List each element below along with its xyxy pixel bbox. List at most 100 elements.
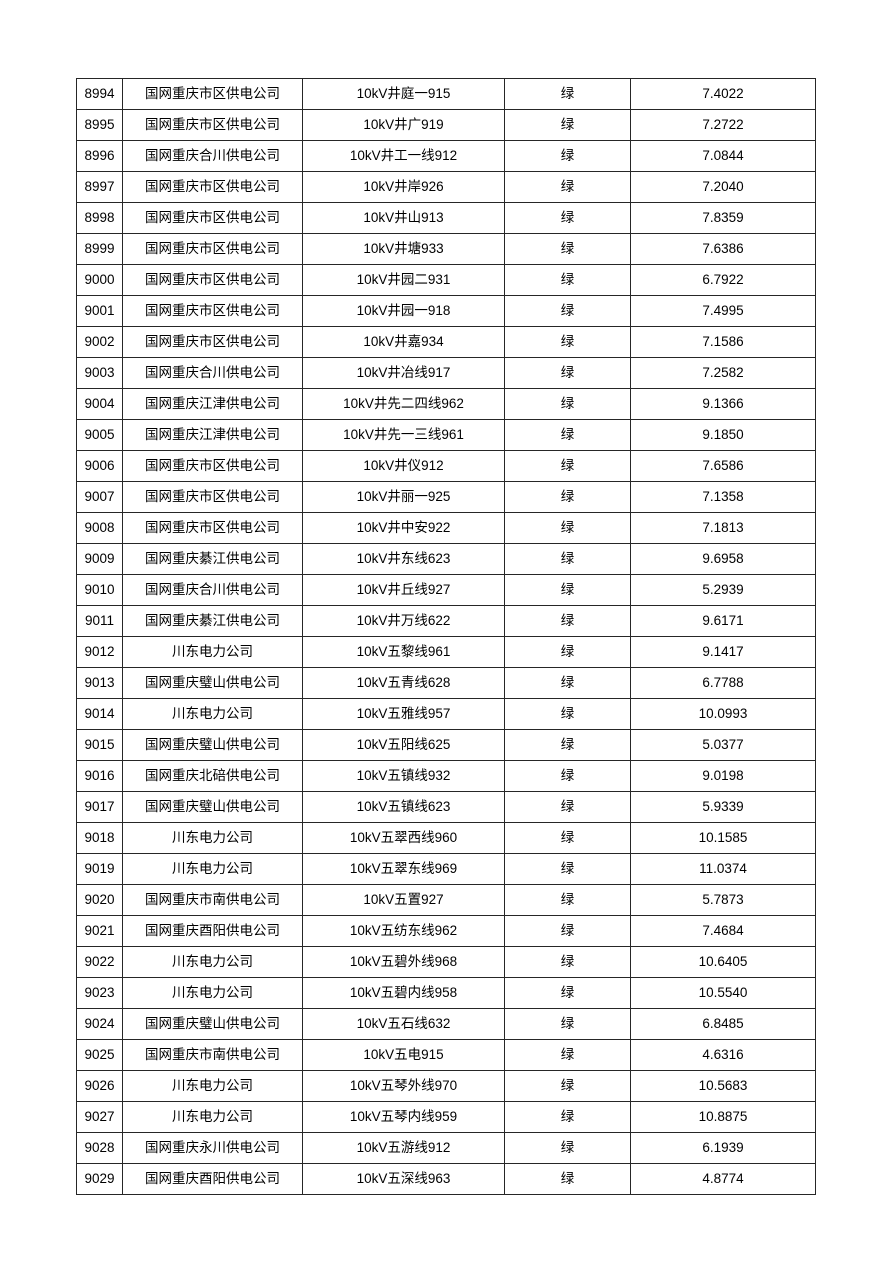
cell-line: 10kV井丘线927: [302, 574, 505, 606]
cell-line: 10kV井岸926: [302, 171, 505, 203]
cell-org: 川东电力公司: [122, 946, 303, 978]
cell-status: 绿: [504, 1163, 631, 1195]
cell-line: 10kV五琴内线959: [302, 1101, 505, 1133]
cell-org: 国网重庆市区供电公司: [122, 512, 303, 544]
cell-value: 7.6586: [630, 450, 816, 482]
cell-status: 绿: [504, 636, 631, 668]
cell-index: 9019: [76, 853, 123, 885]
cell-org: 川东电力公司: [122, 1070, 303, 1102]
cell-line: 10kV井工一线912: [302, 140, 505, 172]
table-row: 9027 川东电力公司 10kV五琴内线959 绿 10.8875: [76, 1101, 816, 1133]
cell-value: 11.0374: [630, 853, 816, 885]
cell-line: 10kV五电915: [302, 1039, 505, 1071]
cell-index: 9006: [76, 450, 123, 482]
cell-status: 绿: [504, 326, 631, 358]
cell-status: 绿: [504, 915, 631, 947]
cell-value: 5.7873: [630, 884, 816, 916]
table-row: 9015 国网重庆璧山供电公司 10kV五阳线625 绿 5.0377: [76, 729, 816, 761]
table-row: 9023 川东电力公司 10kV五碧内线958 绿 10.5540: [76, 977, 816, 1009]
cell-index: 9014: [76, 698, 123, 730]
cell-status: 绿: [504, 667, 631, 699]
cell-index: 9016: [76, 760, 123, 792]
cell-value: 5.2939: [630, 574, 816, 606]
cell-value: 9.1366: [630, 388, 816, 420]
cell-org: 国网重庆市区供电公司: [122, 233, 303, 265]
table-row: 9017 国网重庆璧山供电公司 10kV五镇线623 绿 5.9339: [76, 791, 816, 823]
table-row: 9012 川东电力公司 10kV五黎线961 绿 9.1417: [76, 636, 816, 668]
cell-index: 9021: [76, 915, 123, 947]
cell-status: 绿: [504, 698, 631, 730]
cell-index: 8995: [76, 109, 123, 141]
cell-line: 10kV井丽一925: [302, 481, 505, 513]
cell-index: 8998: [76, 202, 123, 234]
cell-value: 5.0377: [630, 729, 816, 761]
cell-line: 10kV五黎线961: [302, 636, 505, 668]
cell-index: 9009: [76, 543, 123, 575]
cell-status: 绿: [504, 78, 631, 110]
cell-line: 10kV井园一918: [302, 295, 505, 327]
table-row: 9009 国网重庆綦江供电公司 10kV井东线623 绿 9.6958: [76, 543, 816, 575]
cell-index: 9003: [76, 357, 123, 389]
cell-org: 国网重庆璧山供电公司: [122, 667, 303, 699]
cell-line: 10kV五阳线625: [302, 729, 505, 761]
cell-status: 绿: [504, 295, 631, 327]
cell-index: 9008: [76, 512, 123, 544]
table-row: 9020 国网重庆市南供电公司 10kV五置927 绿 5.7873: [76, 884, 816, 916]
cell-status: 绿: [504, 357, 631, 389]
cell-status: 绿: [504, 481, 631, 513]
table-row: 9016 国网重庆北碚供电公司 10kV五镇线932 绿 9.0198: [76, 760, 816, 792]
cell-org: 川东电力公司: [122, 853, 303, 885]
table-row: 9024 国网重庆璧山供电公司 10kV五石线632 绿 6.8485: [76, 1008, 816, 1040]
cell-index: 9025: [76, 1039, 123, 1071]
cell-status: 绿: [504, 419, 631, 451]
cell-index: 9023: [76, 977, 123, 1009]
cell-value: 10.0993: [630, 698, 816, 730]
cell-index: 9015: [76, 729, 123, 761]
cell-index: 9027: [76, 1101, 123, 1133]
cell-index: 9012: [76, 636, 123, 668]
cell-value: 4.6316: [630, 1039, 816, 1071]
cell-org: 国网重庆永川供电公司: [122, 1132, 303, 1164]
cell-value: 6.7922: [630, 264, 816, 296]
table-row: 9003 国网重庆合川供电公司 10kV井冶线917 绿 7.2582: [76, 357, 816, 389]
cell-org: 川东电力公司: [122, 636, 303, 668]
cell-value: 7.4684: [630, 915, 816, 947]
cell-line: 10kV五纺东线962: [302, 915, 505, 947]
cell-org: 国网重庆合川供电公司: [122, 574, 303, 606]
cell-index: 9013: [76, 667, 123, 699]
cell-value: 7.0844: [630, 140, 816, 172]
cell-line: 10kV五青线628: [302, 667, 505, 699]
cell-index: 9022: [76, 946, 123, 978]
cell-value: 10.8875: [630, 1101, 816, 1133]
cell-index: 8996: [76, 140, 123, 172]
cell-org: 川东电力公司: [122, 698, 303, 730]
cell-status: 绿: [504, 264, 631, 296]
cell-line: 10kV五碧外线968: [302, 946, 505, 978]
cell-value: 10.5683: [630, 1070, 816, 1102]
table-row: 9010 国网重庆合川供电公司 10kV井丘线927 绿 5.2939: [76, 574, 816, 606]
table-row: 9013 国网重庆璧山供电公司 10kV五青线628 绿 6.7788: [76, 667, 816, 699]
cell-value: 7.4995: [630, 295, 816, 327]
cell-line: 10kV井东线623: [302, 543, 505, 575]
cell-value: 9.6171: [630, 605, 816, 637]
power-line-table: 8994 国网重庆市区供电公司 10kV井庭一915 绿 7.4022 8995 国网重庆市…: [76, 78, 816, 1195]
cell-status: 绿: [504, 202, 631, 234]
cell-org: 国网重庆酉阳供电公司: [122, 1163, 303, 1195]
cell-org: 国网重庆璧山供电公司: [122, 791, 303, 823]
cell-line: 10kV五琴外线970: [302, 1070, 505, 1102]
cell-line: 10kV井塘933: [302, 233, 505, 265]
cell-org: 国网重庆市区供电公司: [122, 202, 303, 234]
cell-index: 9028: [76, 1132, 123, 1164]
cell-org: 国网重庆市区供电公司: [122, 78, 303, 110]
cell-org: 国网重庆市区供电公司: [122, 295, 303, 327]
table-row: 8998 国网重庆市区供电公司 10kV井山913 绿 7.8359: [76, 202, 816, 234]
cell-line: 10kV五镇线932: [302, 760, 505, 792]
cell-line: 10kV五镇线623: [302, 791, 505, 823]
cell-value: 10.6405: [630, 946, 816, 978]
table-row: 9022 川东电力公司 10kV五碧外线968 绿 10.6405: [76, 946, 816, 978]
cell-org: 国网重庆市区供电公司: [122, 326, 303, 358]
cell-value: 7.1813: [630, 512, 816, 544]
cell-value: 9.1850: [630, 419, 816, 451]
cell-line: 10kV五石线632: [302, 1008, 505, 1040]
